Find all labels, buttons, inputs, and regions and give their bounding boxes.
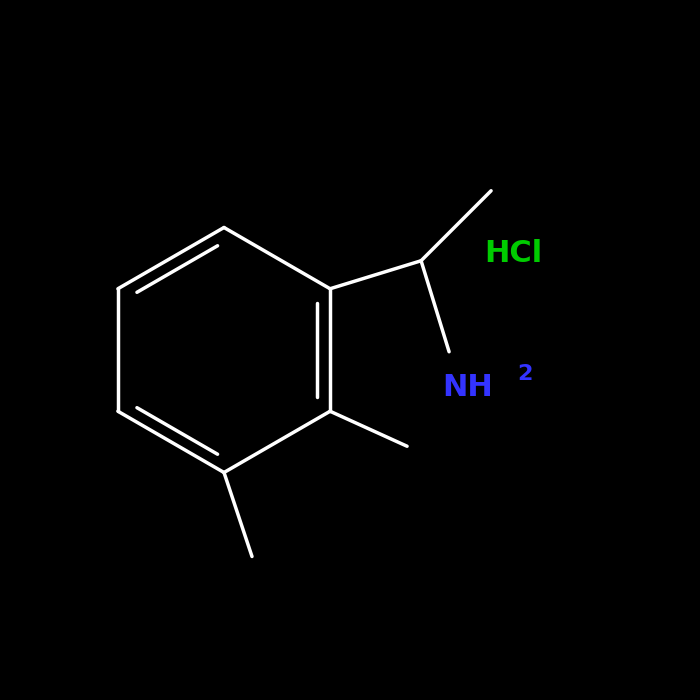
Text: HCl: HCl: [484, 239, 542, 268]
Text: NH: NH: [442, 372, 493, 402]
Text: 2: 2: [518, 364, 533, 384]
